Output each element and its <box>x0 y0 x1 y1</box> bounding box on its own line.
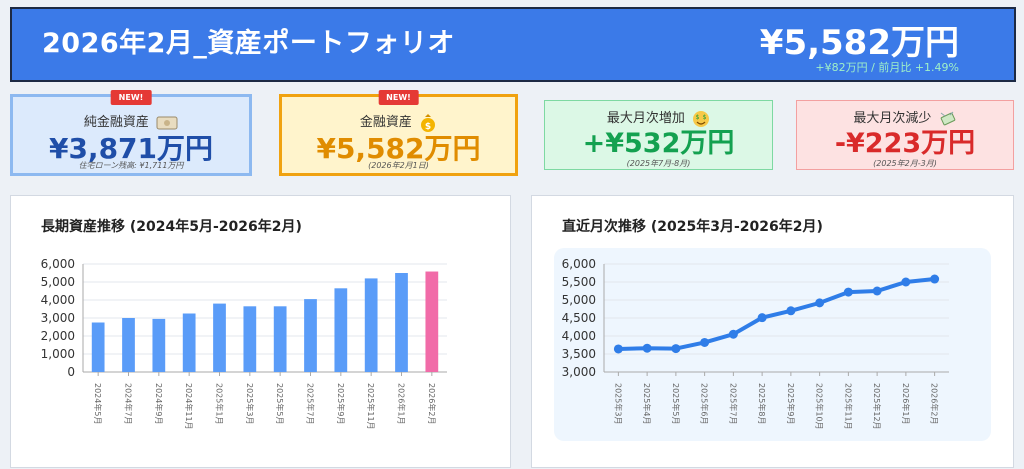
net-assets-note: 住宅ローン残高: ¥1,711万円 <box>78 161 184 170</box>
x-tick-label: 2024年9月 <box>154 383 164 424</box>
y-tick-label: 1,000 <box>41 347 75 361</box>
y-tick-label: 3,500 <box>562 347 596 361</box>
data-point <box>728 329 738 339</box>
data-point <box>815 298 825 308</box>
max-increase-value: +¥532万円 <box>582 128 735 159</box>
max-decrease-label: 最大月次減少 <box>853 111 932 126</box>
data-point <box>872 286 882 296</box>
x-tick-label: 2024年7月 <box>124 383 134 424</box>
bar <box>91 322 105 372</box>
bar <box>334 288 348 372</box>
y-tick-label: 2,000 <box>41 329 75 343</box>
y-tick-label: 3,000 <box>41 311 75 325</box>
y-tick-label: 5,500 <box>562 275 596 289</box>
recent-line-chart: 3,000 3,500 4,000 4,500 5,000 5,500 6,000 2025年… <box>562 257 949 430</box>
max-decrease-card: 最大月次減少 -¥223万円 (2025年2月-3月) <box>796 100 1014 170</box>
data-point <box>642 343 652 353</box>
financial-assets-label: 金融資産 <box>359 115 412 130</box>
max-increase-card: 最大月次増加 $ $ +¥532万円 (2025年7月-8月) <box>544 100 773 170</box>
bar <box>304 299 317 372</box>
x-tick-label: 2025年11月 <box>366 383 376 430</box>
new-badge: NEW! <box>378 90 419 105</box>
x-tick-label: 2025年7月 <box>728 383 738 424</box>
money-bag-icon: $ <box>421 113 436 132</box>
header-total: ¥5,582万円 <box>759 23 959 63</box>
page-title: 2026年2月_資産ポートフォリオ <box>42 28 455 59</box>
y-tick-label: 5,000 <box>562 293 596 307</box>
bar <box>273 306 287 372</box>
data-point <box>757 313 767 323</box>
y-tick-label: 6,000 <box>562 257 596 271</box>
bar <box>152 318 166 372</box>
x-tick-label: 2025年5月 <box>671 383 681 424</box>
bar <box>364 278 378 372</box>
bar <box>182 313 196 372</box>
bar <box>213 303 226 372</box>
bar <box>122 318 135 372</box>
y-tick-label: 0 <box>67 365 75 379</box>
bar <box>243 306 257 372</box>
new-badge: NEW! <box>110 90 152 105</box>
data-point <box>786 306 796 316</box>
y-tick-label: 3,000 <box>562 365 596 379</box>
bar <box>395 273 408 372</box>
data-point <box>901 277 911 287</box>
financial-assets-value: ¥5,582万円 <box>316 132 481 165</box>
money-face-icon: $ $ <box>693 110 710 127</box>
max-decrease-value: -¥223万円 <box>834 128 976 159</box>
data-point <box>700 337 710 347</box>
x-tick-label: 2025年3月 <box>613 383 623 424</box>
data-point <box>930 274 940 284</box>
flying-money-icon <box>940 111 955 125</box>
x-tick-label: 2025年9月 <box>786 383 796 424</box>
header-banner: 2026年2月_資産ポートフォリオ ¥5,582万円 +¥82万円 / 前月比 … <box>10 7 1016 82</box>
x-tick-label: 2025年1月 <box>215 383 225 424</box>
recent-chart-panel: 直近月次推移 (2025年3月-2026年2月) 3,000 3,500 4,000… <box>531 195 1014 468</box>
x-tick-label: 2025年6月 <box>700 383 710 424</box>
x-tick-label: 2026年2月 <box>930 383 940 424</box>
max-increase-period: (2025年7月-8月) <box>626 159 691 168</box>
y-tick-label: 4,000 <box>41 293 75 307</box>
data-point <box>843 287 853 297</box>
x-tick-label: 2025年11月 <box>843 383 853 430</box>
x-tick-label: 2025年4月 <box>642 383 652 424</box>
x-tick-label: 2025年7月 <box>306 383 316 424</box>
x-tick-label: 2025年8月 <box>757 383 767 424</box>
x-tick-label: 2025年10月 <box>815 383 825 430</box>
y-tick-label: 4,000 <box>562 329 596 343</box>
y-tick-label: 4,500 <box>562 311 596 325</box>
data-point <box>613 344 623 354</box>
svg-text:$: $ <box>425 122 431 132</box>
x-tick-label: 2024年11月 <box>184 383 194 430</box>
x-tick-label: 2025年12月 <box>872 383 882 430</box>
net-assets-value: ¥3,871万円 <box>48 132 214 165</box>
header-delta: +¥82万円 / 前月比 +1.49% <box>815 61 959 74</box>
x-tick-label: 2025年5月 <box>275 383 285 424</box>
y-tick-label: 5,000 <box>41 275 75 289</box>
y-tick-label: 6,000 <box>41 257 75 271</box>
financial-assets-card: NEW! 金融資産 $ ¥5,582万円 (2026年2月1日) <box>279 90 518 176</box>
data-point <box>671 344 681 354</box>
long-term-bar-chart: 0 1,000 2,000 3,000 4,000 5,000 6,000 2024年5月 20… <box>41 257 447 430</box>
x-tick-label: 2025年3月 <box>245 383 255 424</box>
svg-text:$: $ <box>703 114 707 121</box>
x-tick-label: 2026年1月 <box>397 383 407 424</box>
x-tick-label: 2026年1月 <box>901 383 911 424</box>
x-tick-label: 2026年2月 <box>427 383 437 424</box>
banknote-icon <box>156 116 178 129</box>
financial-assets-date: (2026年2月1日) <box>368 161 429 170</box>
max-increase-label: 最大月次増加 <box>606 111 685 126</box>
long-term-chart-title: 長期資産推移 (2024年5月-2026年2月) <box>41 219 302 235</box>
net-assets-label: 純金融資産 <box>83 115 149 130</box>
bar <box>425 271 439 372</box>
x-tick-label: 2025年9月 <box>336 383 346 424</box>
recent-chart-title: 直近月次推移 (2025年3月-2026年2月) <box>562 219 823 235</box>
max-decrease-period: (2025年2月-3月) <box>873 159 937 168</box>
series-line <box>618 277 935 351</box>
net-assets-card: NEW! 純金融資産 ¥3,871万円 住宅ローン残高: ¥1,711万円 <box>10 90 252 176</box>
x-tick-label: 2024年5月 <box>93 383 103 424</box>
svg-text:$: $ <box>696 114 700 121</box>
long-term-chart-panel: 長期資産推移 (2024年5月-2026年2月) 0 1,000 2,000 3,00… <box>10 195 511 468</box>
